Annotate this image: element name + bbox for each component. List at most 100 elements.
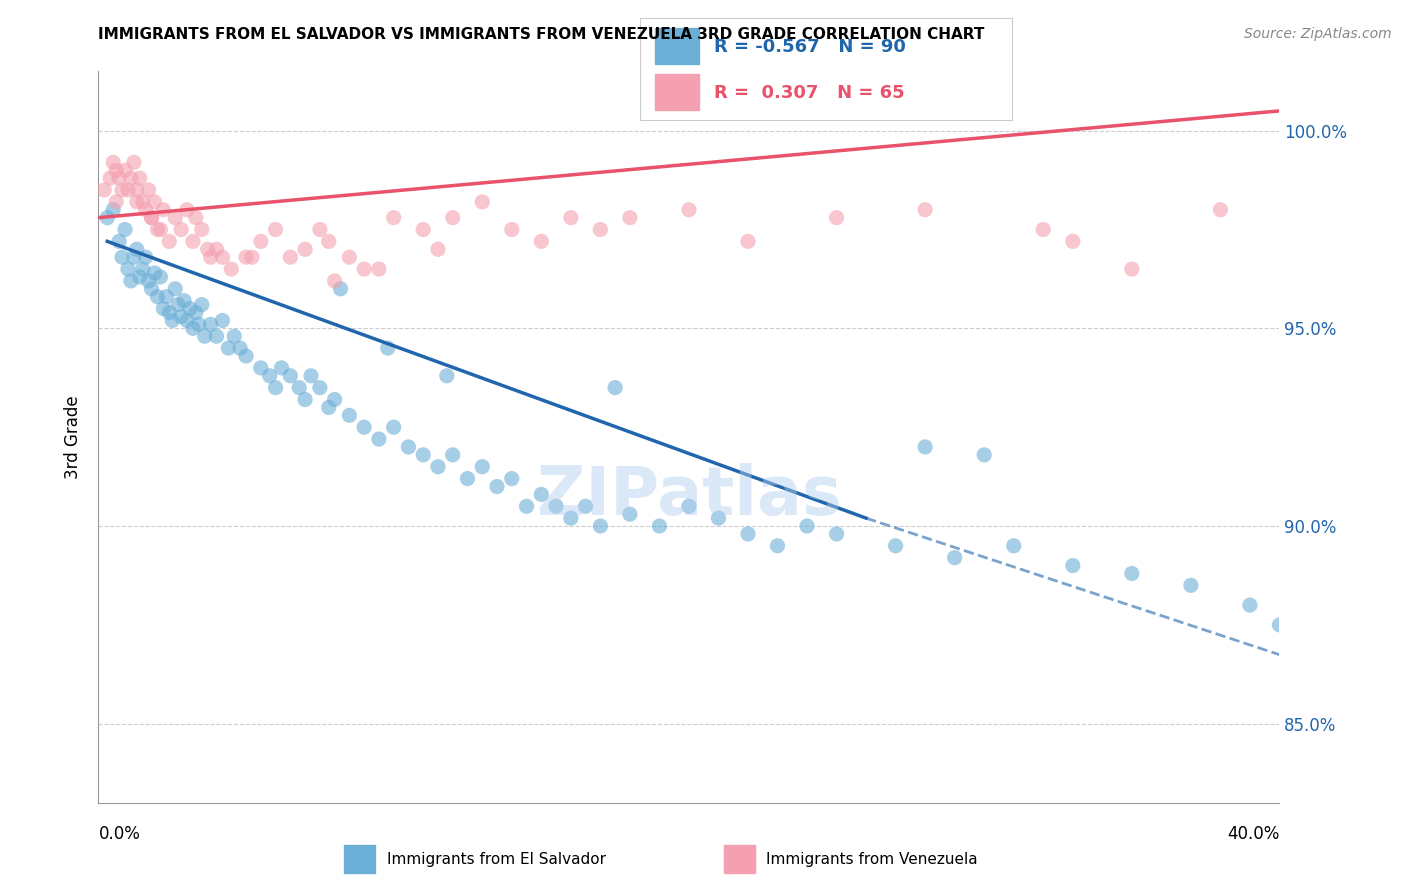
Bar [724, 846, 755, 873]
Point [173, 293, 195, 308]
Point [138, 274, 160, 288]
Point [1002, 539, 1025, 553]
Point [294, 392, 316, 407]
Point [436, 368, 458, 383]
Point [221, 262, 243, 277]
Point [93, 183, 115, 197]
Point [152, 202, 174, 217]
Point [135, 202, 157, 217]
Point [105, 163, 128, 178]
Point [323, 274, 346, 288]
Point [176, 313, 198, 327]
Point [412, 222, 434, 236]
Point [176, 202, 198, 217]
Point [318, 235, 340, 249]
Point [105, 194, 128, 209]
Point [103, 202, 125, 217]
Point [278, 368, 302, 383]
Point [135, 250, 157, 264]
Point [530, 487, 553, 501]
Point [737, 527, 759, 541]
Point [1121, 566, 1143, 581]
Point [1121, 262, 1143, 277]
Point [117, 183, 139, 197]
Point [530, 235, 553, 249]
Point [191, 298, 214, 312]
Text: Immigrants from El Salvador: Immigrants from El Salvador [387, 852, 606, 867]
Point [377, 341, 399, 355]
Point [382, 211, 405, 225]
Point [157, 305, 180, 319]
Point [122, 250, 145, 264]
Point [441, 211, 464, 225]
Point [125, 183, 148, 197]
Point [574, 500, 596, 514]
Point [353, 420, 375, 434]
Point [412, 448, 434, 462]
Point [141, 211, 163, 225]
Point [122, 155, 145, 169]
Point [353, 262, 375, 277]
Point [825, 527, 848, 541]
Point [98, 171, 121, 186]
Text: ZIPatlas: ZIPatlas [537, 463, 841, 529]
Point [138, 183, 160, 197]
Point [619, 211, 641, 225]
Point [309, 222, 332, 236]
Point [170, 222, 193, 236]
Y-axis label: 3rd Grade: 3rd Grade [65, 395, 83, 479]
Point [143, 194, 166, 209]
Point [318, 401, 340, 415]
Point [471, 194, 494, 209]
Point [288, 381, 311, 395]
Point [170, 310, 193, 324]
Point [111, 183, 134, 197]
Text: Immigrants from Venezuela: Immigrants from Venezuela [766, 852, 979, 867]
Point [132, 262, 155, 277]
Point [1032, 222, 1054, 236]
Point [471, 459, 494, 474]
Point [456, 472, 478, 486]
Point [1180, 578, 1202, 592]
Bar [655, 74, 699, 110]
Point [125, 194, 148, 209]
Point [162, 313, 183, 327]
Point [501, 472, 523, 486]
Point [396, 440, 419, 454]
Bar [344, 846, 375, 873]
Point [181, 235, 204, 249]
Point [152, 301, 174, 316]
Point [217, 341, 239, 355]
Point [146, 222, 169, 236]
Text: 40.0%: 40.0% [1227, 825, 1279, 843]
Point [224, 329, 246, 343]
Point [146, 290, 169, 304]
Point [1209, 202, 1232, 217]
Point [441, 448, 464, 462]
Point [229, 341, 252, 355]
Point [707, 511, 730, 525]
Point [516, 500, 538, 514]
Point [339, 250, 360, 264]
Point [427, 459, 450, 474]
Point [114, 222, 136, 236]
Point [120, 171, 142, 186]
Text: Source: ZipAtlas.com: Source: ZipAtlas.com [1244, 27, 1392, 41]
Point [796, 519, 818, 533]
Point [200, 318, 222, 332]
Point [240, 250, 263, 264]
Point [211, 313, 233, 327]
Point [181, 321, 204, 335]
Text: IMMIGRANTS FROM EL SALVADOR VS IMMIGRANTS FROM VENEZUELA 3RD GRADE CORRELATION C: IMMIGRANTS FROM EL SALVADOR VS IMMIGRANT… [98, 27, 984, 42]
Point [605, 381, 627, 395]
Point [191, 222, 214, 236]
Point [194, 329, 217, 343]
Point [197, 242, 219, 256]
Point [1268, 618, 1291, 632]
Point [560, 211, 582, 225]
Point [235, 250, 257, 264]
Point [264, 381, 287, 395]
Point [619, 507, 641, 521]
Point [1239, 598, 1261, 612]
Point [141, 282, 163, 296]
